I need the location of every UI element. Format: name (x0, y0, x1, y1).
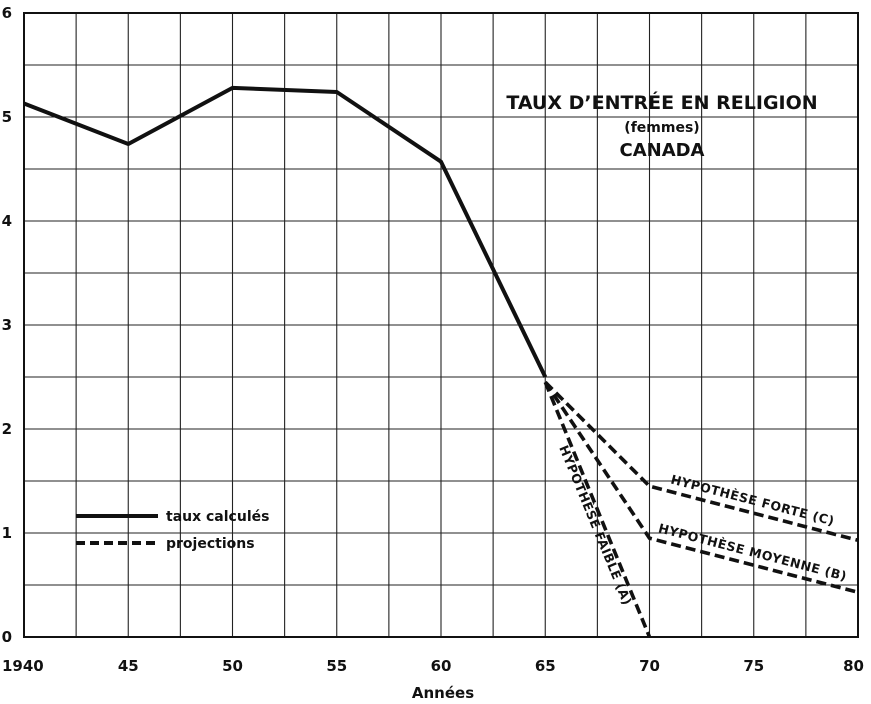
projection-label: HYPOTHÈSE FAIBLE (A) (556, 443, 635, 608)
series-line-projection (544, 380, 859, 543)
chart-title: TAUX D’ENTRÉE EN RELIGION (506, 91, 817, 114)
x-axis-title: Années (412, 684, 474, 702)
x-tick-label: 60 (431, 657, 452, 675)
x-tick-label: 1940 (2, 657, 44, 675)
legend: taux calculés projections (76, 509, 269, 552)
y-tick-label: 0 (2, 628, 12, 646)
projection-label: HYPOTHÈSE FORTE (C) (669, 472, 836, 529)
series-line-projection (543, 381, 859, 595)
y-tick-label: 1 (2, 524, 12, 542)
y-tick-label: 4 (2, 212, 12, 230)
y-tick-label: 2 (2, 420, 12, 438)
x-tick-label: 50 (222, 657, 243, 675)
chart-subtitle: (femmes) (624, 120, 699, 136)
series-line-projection (543, 381, 652, 638)
y-tick-label: 3 (2, 316, 12, 334)
x-tick-label: 80 (843, 657, 864, 675)
chart-region: CANADA (619, 140, 704, 161)
x-tick-label: 75 (743, 657, 764, 675)
y-axis-ticks: 0 1 2 3 4 5 6 (2, 4, 12, 646)
x-tick-label: 70 (639, 657, 660, 675)
legend-label-projections: projections (166, 536, 255, 552)
x-tick-label: 65 (535, 657, 556, 675)
x-tick-label: 45 (118, 657, 139, 675)
x-tick-label: 55 (326, 657, 347, 675)
series-line-calculated (23, 85, 548, 378)
plot-frame (23, 12, 859, 638)
legend-label-calculated: taux calculés (166, 509, 269, 525)
y-tick-label: 6 (2, 4, 12, 22)
y-tick-label: 5 (2, 108, 12, 126)
x-axis-ticks: 1940 45 50 55 60 65 70 75 80 (2, 657, 864, 675)
series-lines (23, 85, 859, 638)
